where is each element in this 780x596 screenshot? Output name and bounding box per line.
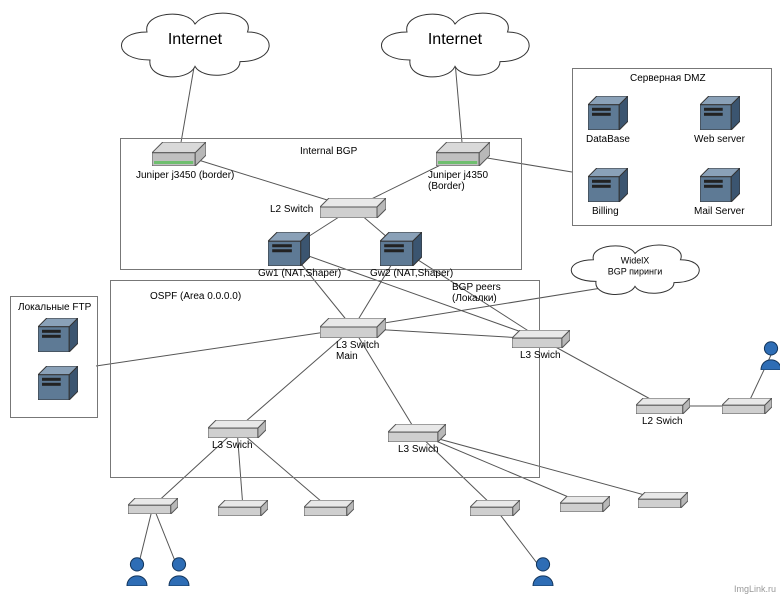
mail-label: Mail Server (694, 206, 745, 217)
l3main-label: L3 SwitchMain (336, 340, 379, 362)
ftp2-server-icon (38, 366, 78, 400)
gw2-server-icon (380, 232, 422, 266)
sw5-switch-icon (560, 496, 610, 512)
l3m-switch-icon (388, 424, 446, 442)
watermark: ImgLink.ru (734, 584, 776, 594)
sw6-switch-icon (638, 492, 688, 508)
jL-label: Juniper j3450 (border) (136, 170, 234, 181)
svg-text:Internet: Internet (428, 31, 483, 48)
u3-user-icon (532, 556, 554, 586)
sw2-switch-icon (218, 500, 268, 516)
jL-router-icon (152, 142, 206, 166)
internet-cloud-left: Internet (120, 4, 270, 84)
local-ftp-label: Локальные FTP (18, 302, 91, 313)
web-label: Web server (694, 134, 745, 145)
sw4-switch-icon (470, 500, 520, 516)
ospf-area-label: OSPF (Area 0.0.0.0) (150, 291, 241, 302)
jR-router-icon (436, 142, 490, 166)
widelx-cloud: WidelXBGP пиринги (570, 238, 700, 300)
u4-user-icon (760, 340, 780, 370)
svg-text:WidelX: WidelX (621, 256, 650, 266)
l3l-label: L3 Swich (212, 440, 253, 451)
db-server-icon (588, 96, 628, 130)
sw3-switch-icon (304, 500, 354, 516)
bill-label: Billing (592, 206, 619, 217)
l3r-switch-icon (512, 330, 570, 348)
l3main-switch-icon (320, 318, 386, 338)
ospf-area-box (110, 280, 540, 478)
l2top-label: L2 Switch (270, 204, 313, 215)
ftp1-server-icon (38, 318, 78, 352)
dmz-box (572, 68, 772, 226)
l2r-switch-icon (636, 398, 690, 414)
db-label: DataBase (586, 134, 630, 145)
internet-cloud-right: Internet (380, 4, 530, 84)
dmz-label: Серверная DMZ (630, 73, 706, 84)
svg-text:Internet: Internet (168, 31, 223, 48)
web-server-icon (700, 96, 740, 130)
sw1-switch-icon (128, 498, 178, 514)
bill-server-icon (588, 168, 628, 202)
mail-server-icon (700, 168, 740, 202)
u1-user-icon (126, 556, 148, 586)
swr2-switch-icon (722, 398, 772, 414)
gw2-label: Gw2 (NAT,Shaper) (370, 268, 453, 279)
gw1-server-icon (268, 232, 310, 266)
gw1-label: Gw1 (NAT,Shaper) (258, 268, 341, 279)
internal-bgp-label: Internal BGP (300, 146, 357, 157)
bgp-peers-label: BGP peers(Локалки) (452, 282, 501, 304)
u2-user-icon (168, 556, 190, 586)
l3l-switch-icon (208, 420, 266, 438)
svg-text:BGP пиринги: BGP пиринги (608, 266, 663, 276)
jR-label: Juniper j4350(Border) (428, 170, 488, 192)
l2top-switch-icon (320, 198, 386, 218)
l3m-label: L3 Swich (398, 444, 439, 455)
l2r-label: L2 Swich (642, 416, 683, 427)
l3r-label: L3 Swich (520, 350, 561, 361)
